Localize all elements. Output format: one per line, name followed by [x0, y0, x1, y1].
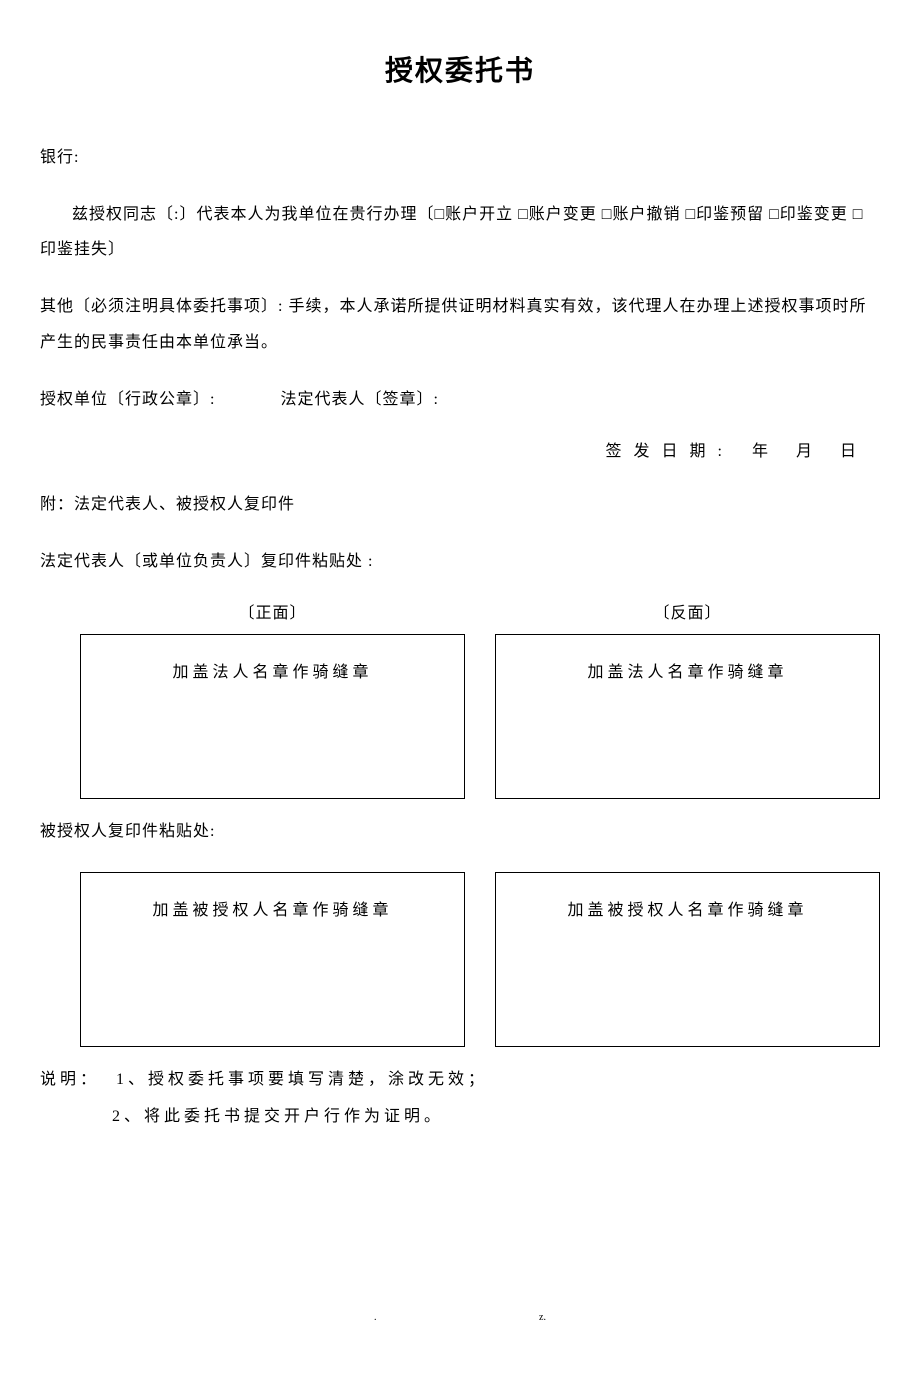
notes-label: 说明： — [40, 1071, 100, 1088]
authorized-paste-label: 被授权人复印件粘贴处: — [40, 814, 880, 849]
month-label: 月 — [796, 443, 816, 460]
note-line-2: 2、将此委托书提交开户行作为证明。 — [40, 1104, 880, 1130]
legal-front-box: 加盖法人名章作骑缝章 — [80, 634, 465, 799]
authorized-back-column: 加盖被授权人名章作骑缝章 — [495, 872, 880, 1047]
bank-label: 银行: — [40, 140, 880, 175]
note-line-1: 说明： 1、授权委托事项要填写清楚，涂改无效； — [40, 1067, 880, 1093]
body-paragraph-1: 兹授权同志〔:〕代表本人为我单位在贵行办理〔□账户开立 □账户变更 □账户撤销 … — [40, 197, 880, 267]
back-label: 〔反面〕 — [653, 601, 721, 627]
legal-rep-paste-label: 法定代表人〔或单位负责人〕复印件粘贴处 : — [40, 544, 880, 579]
legal-rep-label: 法定代表人〔签章〕: — [280, 391, 438, 408]
signature-line: 授权单位〔行政公章〕: 法定代表人〔签章〕: — [40, 382, 880, 417]
day-label: 日 — [840, 443, 860, 460]
legal-front-column: 〔正面〕 加盖法人名章作骑缝章 — [80, 601, 465, 800]
issue-date-label: 签发日期: — [606, 443, 734, 460]
auth-unit-label: 授权单位〔行政公章〕: — [40, 391, 215, 408]
note-2-text: 2、将此委托书提交开户行作为证明。 — [112, 1108, 444, 1125]
authorized-back-box: 加盖被授权人名章作骑缝章 — [495, 872, 880, 1047]
authorized-paste-panels: 加盖被授权人名章作骑缝章 加盖被授权人名章作骑缝章 — [40, 872, 880, 1047]
authorized-front-box: 加盖被授权人名章作骑缝章 — [80, 872, 465, 1047]
legal-back-box: 加盖法人名章作骑缝章 — [495, 634, 880, 799]
authorized-front-column: 加盖被授权人名章作骑缝章 — [80, 872, 465, 1047]
document-title: 授权委托书 — [40, 50, 880, 95]
front-label: 〔正面〕 — [238, 601, 306, 627]
footer-mark-1: . — [374, 1312, 377, 1323]
notes-section: 说明： 1、授权委托事项要填写清楚，涂改无效； 2、将此委托书提交开户行作为证明… — [40, 1067, 880, 1130]
note-1-text: 1、授权委托事项要填写清楚，涂改无效； — [116, 1071, 488, 1088]
issue-date-line: 签发日期: 年 月 日 — [40, 439, 880, 465]
body-paragraph-2: 其他〔必须注明具体委托事项〕: 手续，本人承诺所提供证明材料真实有效，该代理人在… — [40, 289, 880, 359]
legal-rep-paste-panels: 〔正面〕 加盖法人名章作骑缝章 〔反面〕 加盖法人名章作骑缝章 — [40, 601, 880, 800]
footer-marks: . z. — [40, 1310, 880, 1326]
year-label: 年 — [752, 443, 772, 460]
footer-mark-2: z. — [539, 1312, 546, 1323]
attachment-label: 附：法定代表人、被授权人复印件 — [40, 487, 880, 522]
legal-back-column: 〔反面〕 加盖法人名章作骑缝章 — [495, 601, 880, 800]
